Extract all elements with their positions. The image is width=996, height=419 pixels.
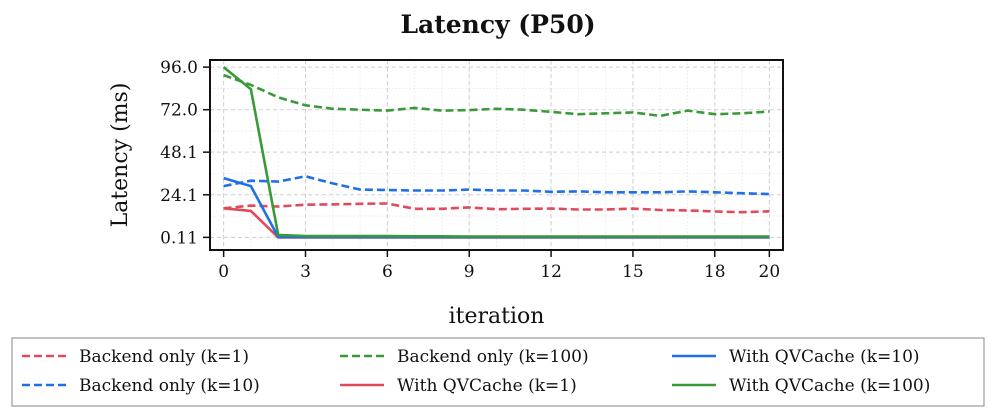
series-line-backend-only-k-1 — [223, 202, 770, 214]
y-tick-label: 24.1 — [160, 186, 198, 206]
legend-label-with-qvcache-k-100: With QVCache (k=100) — [729, 376, 930, 396]
series-line-backend-only-k-100 — [223, 73, 770, 118]
x-tick-label: 15 — [622, 262, 644, 282]
axis-ticks: 0 3 6 9 12 15 18 20 0.11 24.1 48.1 72.0 96.0 — [160, 58, 780, 282]
x-tick-label: 9 — [464, 262, 475, 282]
y-tick-label: 96.0 — [160, 58, 198, 78]
y-tick-label: 48.1 — [160, 143, 198, 163]
x-tick-label: 6 — [382, 262, 393, 282]
x-tick-label: 20 — [759, 262, 781, 282]
x-tick-label: 18 — [704, 262, 726, 282]
grid — [210, 60, 783, 250]
legend-label-with-qvcache-k-1: With QVCache (k=1) — [397, 376, 577, 396]
series-line-with-qvcache-k-100 — [222, 66, 770, 238]
legend-label-backend-only-k-1: Backend only (k=1) — [79, 347, 249, 367]
legend-label-backend-only-k-100: Backend only (k=100) — [397, 347, 589, 367]
legend: Backend only (k=1) Backend only (k=10) Bac… — [11, 337, 985, 407]
x-tick-label: 12 — [540, 262, 562, 282]
legend-label-backend-only-k-10: Backend only (k=10) — [79, 376, 260, 396]
series-lines — [222, 66, 770, 239]
x-tick-label: 0 — [218, 262, 229, 282]
legend-label-with-qvcache-k-10: With QVCache (k=10) — [729, 347, 920, 367]
legend-box — [11, 337, 985, 407]
x-tick-label: 3 — [300, 262, 311, 282]
plot-frame — [209, 59, 784, 251]
y-tick-label: 0.11 — [160, 228, 198, 248]
x-axis-label: iteration — [449, 304, 545, 329]
chart-title: Latency (P50) — [400, 10, 595, 39]
y-axis-label: Latency (ms) — [108, 83, 133, 228]
series-line-backend-only-k-10 — [223, 175, 770, 196]
y-tick-label: 72.0 — [160, 101, 198, 121]
